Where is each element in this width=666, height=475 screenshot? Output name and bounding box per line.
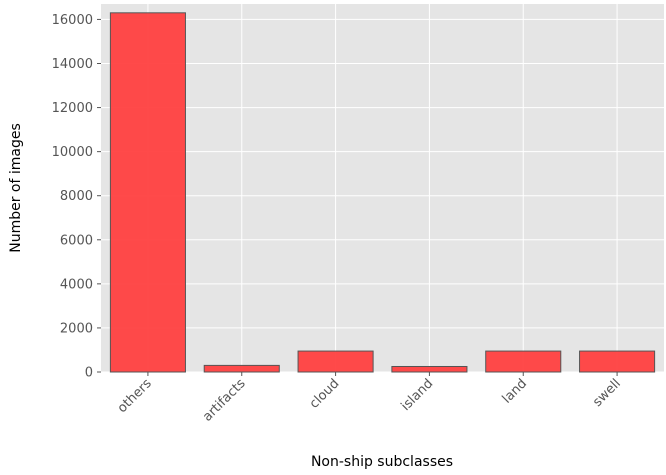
plot-area bbox=[101, 4, 664, 372]
x-tick-label-island: island bbox=[398, 376, 436, 414]
bar-artifacts bbox=[203, 364, 280, 373]
y-axis-label: Number of images bbox=[8, 123, 24, 253]
y-tick-label: 16000 bbox=[52, 13, 93, 28]
y-tick-label: 14000 bbox=[52, 57, 93, 72]
bar-others bbox=[109, 12, 186, 373]
y-tick-label: 6000 bbox=[60, 233, 93, 248]
bar-swell bbox=[579, 350, 656, 373]
x-tick-label-cloud: cloud bbox=[307, 376, 343, 412]
x-tick-label-swell: swell bbox=[590, 376, 624, 410]
y-axis-ticks: 0 2000 4000 6000 8000 10000 12000 14000 16000 bbox=[52, 13, 101, 381]
x-tick-label-land: land bbox=[500, 376, 530, 406]
x-tick-label-others: others bbox=[115, 376, 155, 416]
y-tick-label: 2000 bbox=[60, 321, 93, 336]
bars bbox=[109, 12, 656, 373]
x-axis-label: Non-ship subclasses bbox=[311, 454, 453, 470]
bar-land bbox=[485, 350, 562, 373]
bar-island bbox=[391, 365, 468, 373]
y-tick-label: 12000 bbox=[52, 101, 93, 116]
y-tick-label: 10000 bbox=[52, 145, 93, 160]
bar-cloud bbox=[297, 350, 374, 373]
y-tick-label: 4000 bbox=[60, 277, 93, 292]
y-tick-label: 0 bbox=[85, 366, 93, 381]
x-axis-ticks: others artifacts cloud island land swell bbox=[115, 372, 624, 425]
y-tick-label: 8000 bbox=[60, 189, 93, 204]
x-tick-label-artifacts: artifacts bbox=[200, 376, 249, 425]
